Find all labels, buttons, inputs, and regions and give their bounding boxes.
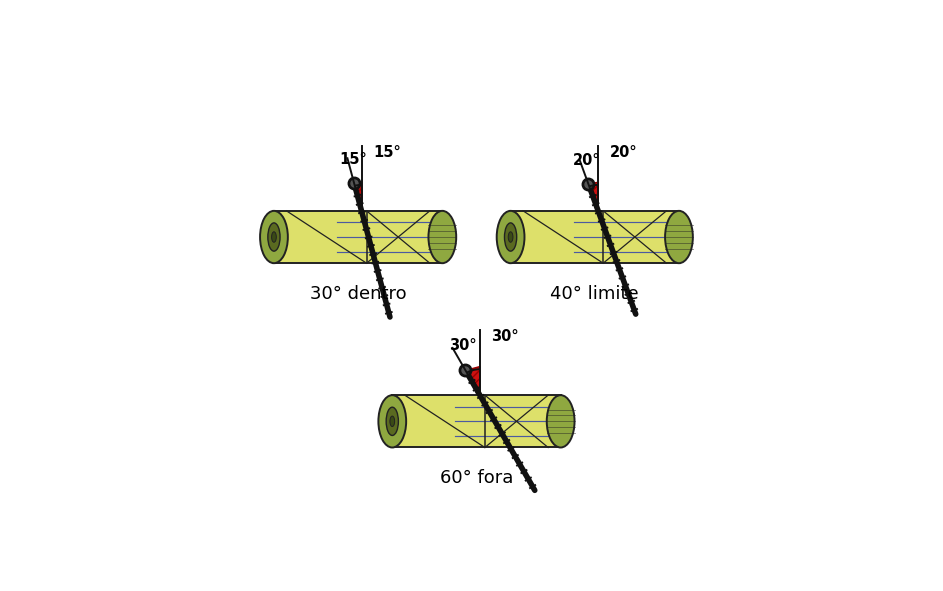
Polygon shape bbox=[392, 395, 561, 447]
Ellipse shape bbox=[547, 395, 574, 447]
Ellipse shape bbox=[497, 211, 524, 263]
Ellipse shape bbox=[268, 223, 280, 251]
Ellipse shape bbox=[378, 395, 406, 447]
Polygon shape bbox=[588, 182, 598, 211]
Text: 30°: 30° bbox=[450, 339, 477, 353]
Text: 15°: 15° bbox=[339, 152, 367, 167]
Polygon shape bbox=[510, 211, 679, 263]
Text: 20°: 20° bbox=[610, 145, 637, 160]
Ellipse shape bbox=[665, 211, 693, 263]
Ellipse shape bbox=[389, 416, 394, 427]
Text: 30°: 30° bbox=[491, 329, 520, 345]
Polygon shape bbox=[466, 366, 480, 395]
Ellipse shape bbox=[272, 232, 276, 242]
Ellipse shape bbox=[260, 211, 288, 263]
Ellipse shape bbox=[428, 211, 456, 263]
Polygon shape bbox=[274, 211, 442, 263]
Ellipse shape bbox=[508, 232, 513, 242]
Text: 30° dentro: 30° dentro bbox=[310, 285, 406, 303]
Polygon shape bbox=[355, 182, 361, 211]
Text: 15°: 15° bbox=[373, 145, 401, 160]
Text: 40° limite: 40° limite bbox=[551, 285, 639, 303]
Ellipse shape bbox=[387, 407, 398, 436]
Text: 20°: 20° bbox=[573, 152, 601, 168]
Ellipse shape bbox=[505, 223, 517, 251]
Text: 60° fora: 60° fora bbox=[439, 469, 513, 488]
